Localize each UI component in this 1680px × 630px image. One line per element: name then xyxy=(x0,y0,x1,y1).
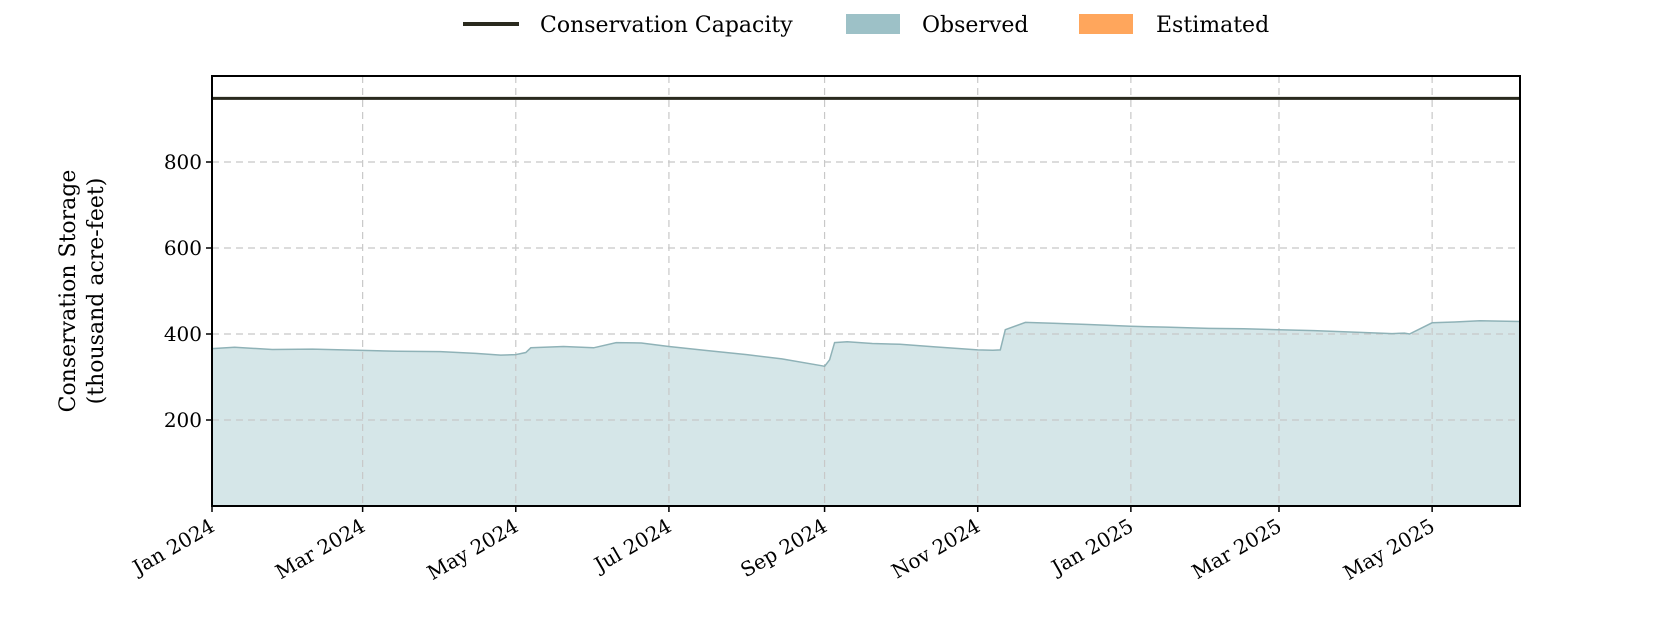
legend-observed-swatch xyxy=(846,14,900,34)
legend-estimated-swatch xyxy=(1079,14,1133,34)
y-axis-title-line2: (thousand acre-feet) xyxy=(84,178,109,405)
y-axis-title: Conservation Storage (thousand acre-feet… xyxy=(56,170,109,413)
x-tick-label-4: Sep 2024 xyxy=(736,514,831,583)
x-tick-label-3: Jul 2024 xyxy=(588,514,675,578)
legend: Conservation Capacity Observed Estimated xyxy=(463,13,1269,38)
observed-line xyxy=(211,319,1521,368)
observed-area xyxy=(212,320,1520,506)
legend-capacity-label: Conservation Capacity xyxy=(540,13,793,38)
x-tick-label-2: May 2024 xyxy=(423,514,522,585)
x-tick-label-8: May 2025 xyxy=(1339,514,1438,585)
y-tick-label-0: 200 xyxy=(164,408,202,432)
legend-estimated-label: Estimated xyxy=(1156,13,1269,38)
x-tick-label-6: Jan 2025 xyxy=(1046,514,1138,581)
plot-frame xyxy=(211,75,1521,507)
y-tick-label-2: 600 xyxy=(164,236,202,260)
x-tick-label-5: Nov 2024 xyxy=(887,514,984,584)
plot-area: 200 400 600 800 Jan 2024 Mar 2024 May 2024 Jul … xyxy=(127,75,1521,585)
x-tick-label-7: Mar 2025 xyxy=(1188,514,1286,584)
legend-observed-label: Observed xyxy=(922,13,1028,38)
y-tick-label-1: 400 xyxy=(164,322,202,346)
x-tick-label-1: Mar 2024 xyxy=(271,514,369,584)
y-tick-label-3: 800 xyxy=(164,150,202,174)
x-tick-label-0: Jan 2024 xyxy=(127,514,219,581)
y-axis-title-line1: Conservation Storage xyxy=(56,170,81,413)
